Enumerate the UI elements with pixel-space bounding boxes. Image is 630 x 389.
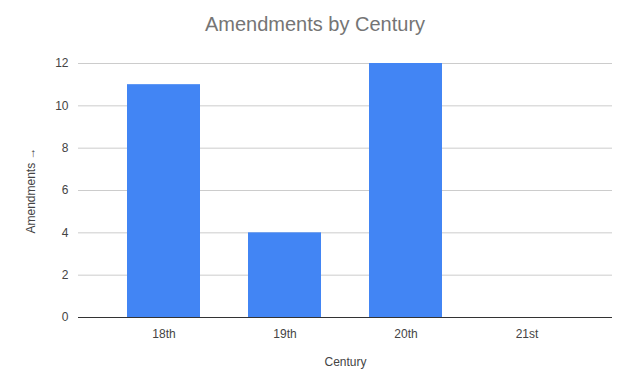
svg-text:2: 2 [62, 268, 69, 282]
svg-text:12: 12 [55, 56, 69, 70]
svg-text:0: 0 [62, 310, 69, 324]
svg-text:4: 4 [62, 226, 69, 240]
svg-text:Century: Century [324, 355, 366, 369]
html-text:Amendments by Century: Amendments by Century [204, 13, 425, 35]
svg-text:6: 6 [62, 183, 69, 197]
svg-text:18th: 18th [152, 327, 175, 341]
svg-text:21st: 21st [516, 327, 539, 341]
svg-text:Amendments →: Amendments → [24, 147, 38, 233]
svg-text:10: 10 [55, 99, 69, 113]
svg-text:19th: 19th [273, 327, 296, 341]
svg-text:8: 8 [62, 141, 69, 155]
svg-text:20th: 20th [394, 327, 417, 341]
